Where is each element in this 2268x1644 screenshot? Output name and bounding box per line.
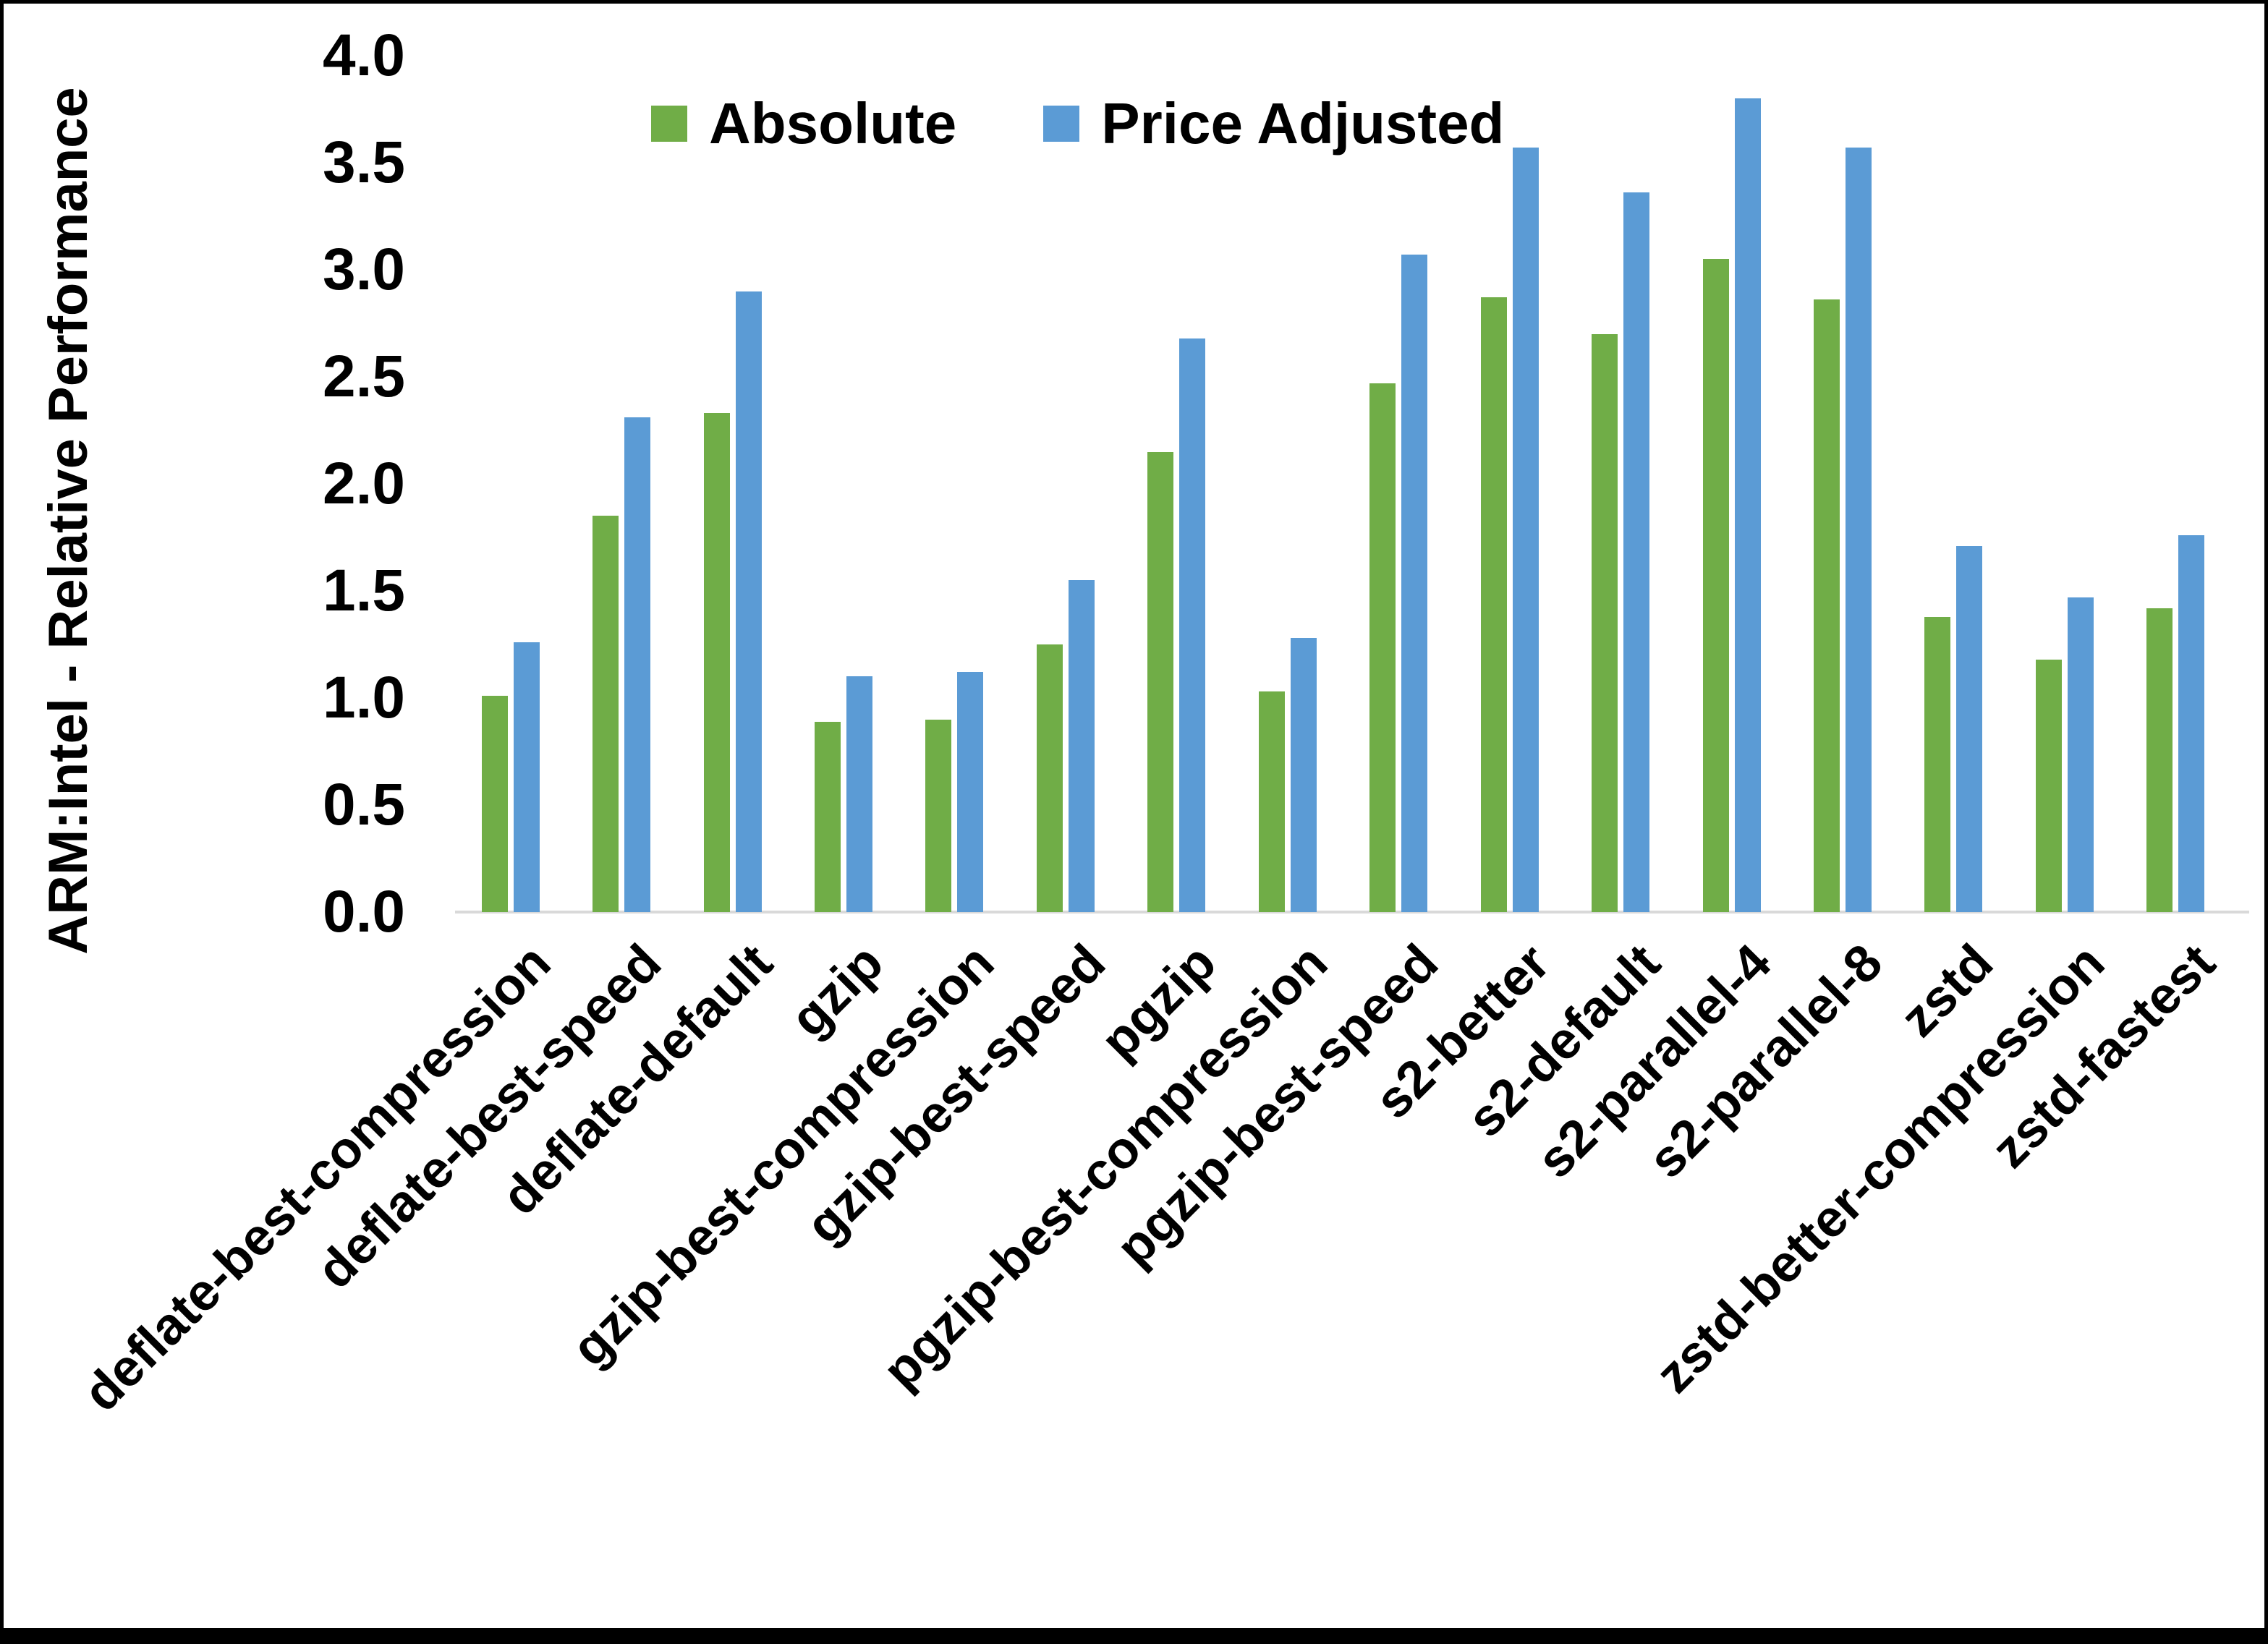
bar-price-adjusted-gzip [846,676,873,912]
bar-absolute-deflate-best-compression [481,696,508,912]
bar-absolute-pgzip [1147,451,1174,912]
bar-absolute-s2-default [1592,333,1618,912]
bar-absolute-s2-parallel-8 [1814,299,1840,912]
bar-absolute-gzip [815,721,841,912]
bar-absolute-pgzip-best-compression [1258,691,1285,912]
legend-item-absolute: Absolute [651,90,956,157]
bar-absolute-zstd [1924,616,1951,912]
y-axis-tick-label: 0.5 [323,772,405,838]
bar-absolute-pgzip-best-speed [1369,383,1396,912]
bar-absolute-s2-parallel-4 [1702,259,1729,912]
y-axis-title: ARM:Intel - Relative Performance [38,87,99,955]
bar-price-adjusted-zstd [1956,545,1983,912]
legend-item-price-adjusted: Price Adjusted [1043,90,1504,157]
x-axis-line [455,911,2249,913]
bar-absolute-deflate-default [703,413,730,912]
y-axis-tick-label: 0.0 [323,879,405,945]
bar-absolute-zstd-better-compression [2035,659,2062,912]
y-axis-tick-label: 2.5 [323,344,405,409]
legend-label-price-adjusted: Price Adjusted [1101,91,1505,156]
bar-price-adjusted-gzip-best-compression [957,672,984,912]
y-axis-tick-label: 4.0 [323,22,405,88]
legend-label-absolute: Absolute [709,91,957,156]
bar-price-adjusted-s2-parallel-4 [1734,98,1761,912]
bar-price-adjusted-zstd-better-compression [2067,597,2094,912]
bar-price-adjusted-pgzip-best-speed [1401,255,1428,912]
x-axis-label-deflate-best-compression: deflate-best-compression [72,933,561,1423]
bar-absolute-gzip-best-speed [1036,644,1063,912]
bar-price-adjusted-pgzip [1179,338,1206,912]
bar-price-adjusted-deflate-best-compression [513,642,540,912]
bar-price-adjusted-deflate-best-speed [624,417,651,912]
legend: Absolute Price Adjusted [651,90,1504,157]
y-axis-tick-label: 3.5 [323,129,405,195]
bar-price-adjusted-zstd-fastest [2178,535,2205,912]
bar-price-adjusted-pgzip-best-compression [1290,638,1317,912]
bar-price-adjusted-deflate-default [735,291,762,912]
bar-price-adjusted-gzip-best-speed [1068,580,1095,912]
y-axis-tick-label: 3.0 [323,237,405,302]
bar-price-adjusted-s2-better [1512,148,1539,912]
price-adjusted-series-swatch [1043,106,1080,142]
y-axis-tick-label: 2.0 [323,451,405,516]
bar-absolute-zstd-fastest [2146,608,2173,912]
bar-absolute-gzip-best-compression [925,719,952,912]
y-axis-tick-label: 1.5 [323,558,405,623]
bar-absolute-deflate-best-speed [593,516,619,912]
bar-price-adjusted-s2-default [1623,192,1650,912]
y-axis-tick-label: 1.0 [323,665,405,731]
absolute-series-swatch [651,106,687,142]
bar-absolute-s2-better [1480,297,1507,912]
bar-price-adjusted-s2-parallel-8 [1846,148,1872,912]
